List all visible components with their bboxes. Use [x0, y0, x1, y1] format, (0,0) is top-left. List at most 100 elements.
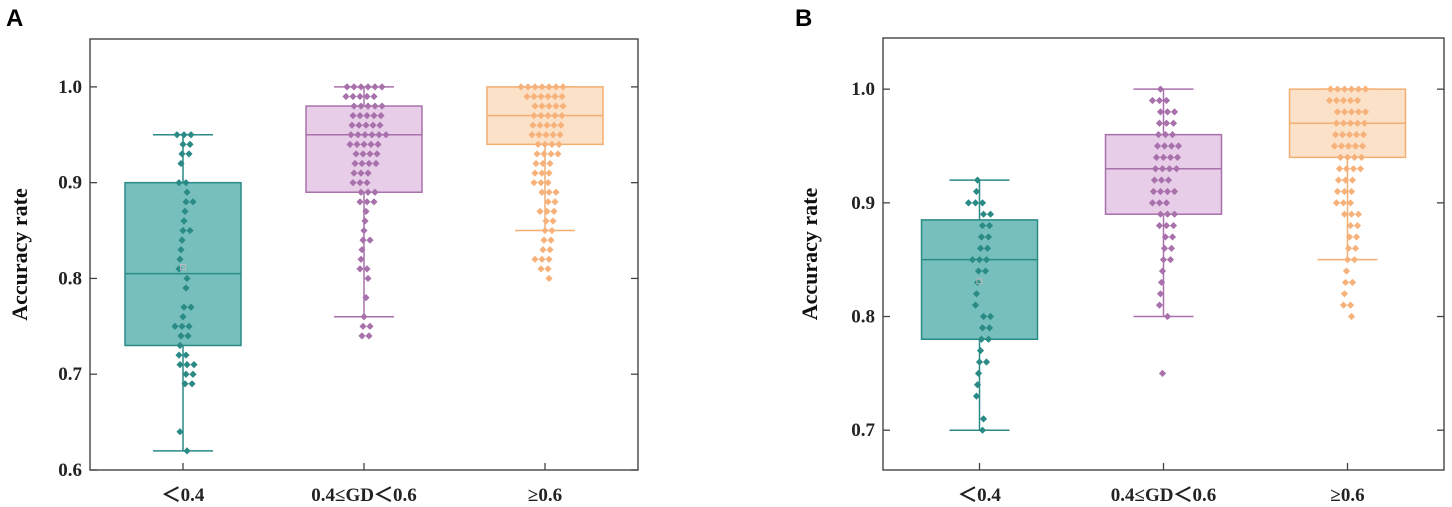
category-label: ＜0.4: [162, 485, 205, 506]
data-point: [190, 361, 198, 369]
data-point: [1347, 85, 1356, 93]
data-point: [537, 112, 545, 120]
data-point: [1172, 165, 1181, 173]
data-point: [972, 290, 981, 298]
data-point: [349, 112, 357, 120]
data-point: [1163, 210, 1172, 218]
data-point: [1347, 210, 1356, 218]
data-point: [363, 92, 371, 101]
data-point: [182, 370, 190, 378]
data-point: [370, 198, 378, 206]
data-point: [1340, 85, 1349, 93]
data-point: [542, 217, 550, 225]
data-point: [985, 221, 994, 230]
data-point: [1326, 85, 1335, 93]
data-point: [186, 140, 194, 148]
data-point: [178, 322, 186, 330]
data-point: [550, 121, 558, 129]
data-point: [543, 121, 551, 129]
data-point: [1343, 153, 1352, 161]
data-point: [531, 255, 539, 263]
data-point: [545, 169, 553, 177]
panel-b: B 0.7 0.8 0.9 1.0 Accuracy rate ＜0.4 0.4≤GD＜0.6…: [795, 5, 1445, 506]
data-point: [378, 102, 386, 110]
data-point: [1163, 312, 1172, 321]
data-point: [537, 265, 545, 273]
data-point: [539, 246, 547, 254]
data-point: [1332, 119, 1341, 127]
data-point: [180, 217, 188, 225]
data-point: [368, 131, 376, 139]
data-point: [1164, 176, 1173, 184]
data-point: [1344, 142, 1353, 150]
data-point: [349, 179, 357, 187]
data-point: [524, 83, 532, 91]
data-point: [353, 140, 361, 148]
data-point: [1358, 142, 1367, 150]
data-point: [185, 150, 193, 158]
data-point: [175, 179, 183, 187]
data-point: [364, 274, 372, 283]
data-point: [173, 131, 181, 139]
data-point: [558, 112, 566, 120]
data-point: [182, 351, 190, 359]
data-point: [559, 83, 567, 91]
data-point: [544, 265, 552, 273]
data-point: [1356, 165, 1365, 173]
data-point: [1330, 142, 1339, 150]
data-point: [978, 199, 987, 207]
data-point: [357, 169, 365, 177]
data-point: [545, 255, 553, 263]
data-point: [350, 169, 358, 177]
data-point: [1150, 176, 1159, 184]
data-point: [362, 121, 370, 129]
data-point: [1352, 131, 1361, 139]
y-tick-label: 0.6: [58, 460, 82, 481]
data-point: [552, 188, 560, 196]
data-point: [367, 140, 375, 148]
data-point: [342, 92, 350, 101]
data-point: [532, 159, 540, 168]
data-point: [534, 140, 542, 148]
data-point: [366, 236, 374, 244]
data-point: [363, 198, 371, 206]
data-point: [1350, 153, 1359, 161]
data-point: [363, 179, 371, 187]
data-point: [531, 169, 539, 177]
data-point: [979, 210, 988, 218]
data-point: [517, 83, 525, 91]
data-point: [1166, 256, 1175, 264]
data-point: [356, 179, 364, 187]
data-point: [359, 236, 367, 244]
data-point: [530, 112, 538, 120]
data-point: [982, 358, 991, 366]
data-point: [533, 150, 541, 158]
data-point: [536, 121, 544, 129]
data-point: [1354, 85, 1363, 93]
data-point: [1159, 256, 1168, 264]
data-point: [978, 221, 987, 230]
data-point: [543, 207, 551, 215]
data-point: [373, 150, 381, 158]
data-point: [180, 303, 188, 311]
data-point: [1158, 369, 1167, 377]
data-point: [366, 322, 374, 330]
data-point: [1336, 153, 1345, 161]
data-point: [1345, 131, 1354, 139]
data-point: [171, 322, 179, 330]
data-point: [1325, 96, 1334, 105]
data-point: [357, 83, 365, 91]
data-point: [365, 332, 373, 340]
data-point: [541, 140, 549, 148]
box-group: [1104, 85, 1223, 377]
data-point: [178, 236, 186, 244]
data-point: [1167, 142, 1176, 150]
data-point: [538, 255, 546, 263]
data-point: [1166, 153, 1175, 161]
data-point: [1333, 108, 1342, 116]
y-axis-title: Accuracy rate: [7, 188, 32, 321]
data-point: [541, 226, 549, 235]
box-group: [486, 83, 604, 283]
data-point: [374, 140, 382, 148]
y-tick-label: 0.9: [851, 193, 875, 214]
